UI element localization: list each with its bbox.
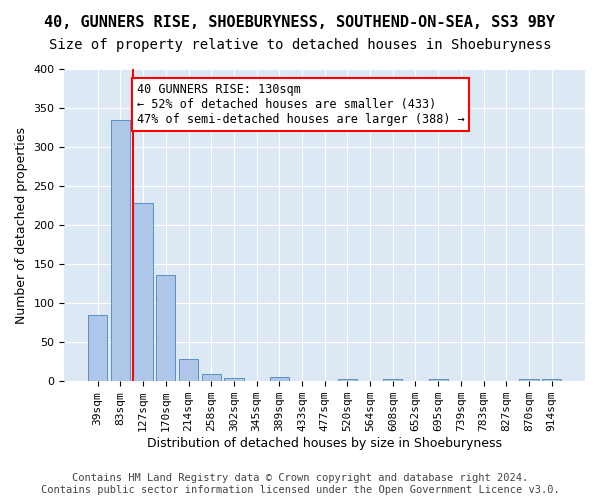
Bar (338, 379, 357, 381)
Text: Size of property relative to detached houses in Shoeburyness: Size of property relative to detached ho… (49, 38, 551, 52)
Y-axis label: Number of detached properties: Number of detached properties (15, 126, 28, 324)
Bar (202, 374, 221, 381)
Bar (520, 379, 539, 381)
Bar (269, 378, 289, 381)
Bar (428, 379, 448, 381)
X-axis label: Distribution of detached houses by size in Shoeburyness: Distribution of detached houses by size … (147, 437, 502, 450)
Text: 40 GUNNERS RISE: 130sqm
← 52% of detached houses are smaller (433)
47% of semi-d: 40 GUNNERS RISE: 130sqm ← 52% of detache… (137, 83, 464, 126)
Bar (88, 315, 107, 381)
Bar (224, 378, 244, 381)
Bar (179, 360, 198, 381)
Bar (542, 379, 562, 381)
Text: Contains HM Land Registry data © Crown copyright and database right 2024.
Contai: Contains HM Land Registry data © Crown c… (41, 474, 559, 495)
Bar (111, 120, 130, 381)
Bar (133, 204, 153, 381)
Text: 40, GUNNERS RISE, SHOEBURYNESS, SOUTHEND-ON-SEA, SS3 9BY: 40, GUNNERS RISE, SHOEBURYNESS, SOUTHEND… (44, 15, 556, 30)
Bar (383, 379, 403, 381)
Bar (156, 275, 175, 381)
